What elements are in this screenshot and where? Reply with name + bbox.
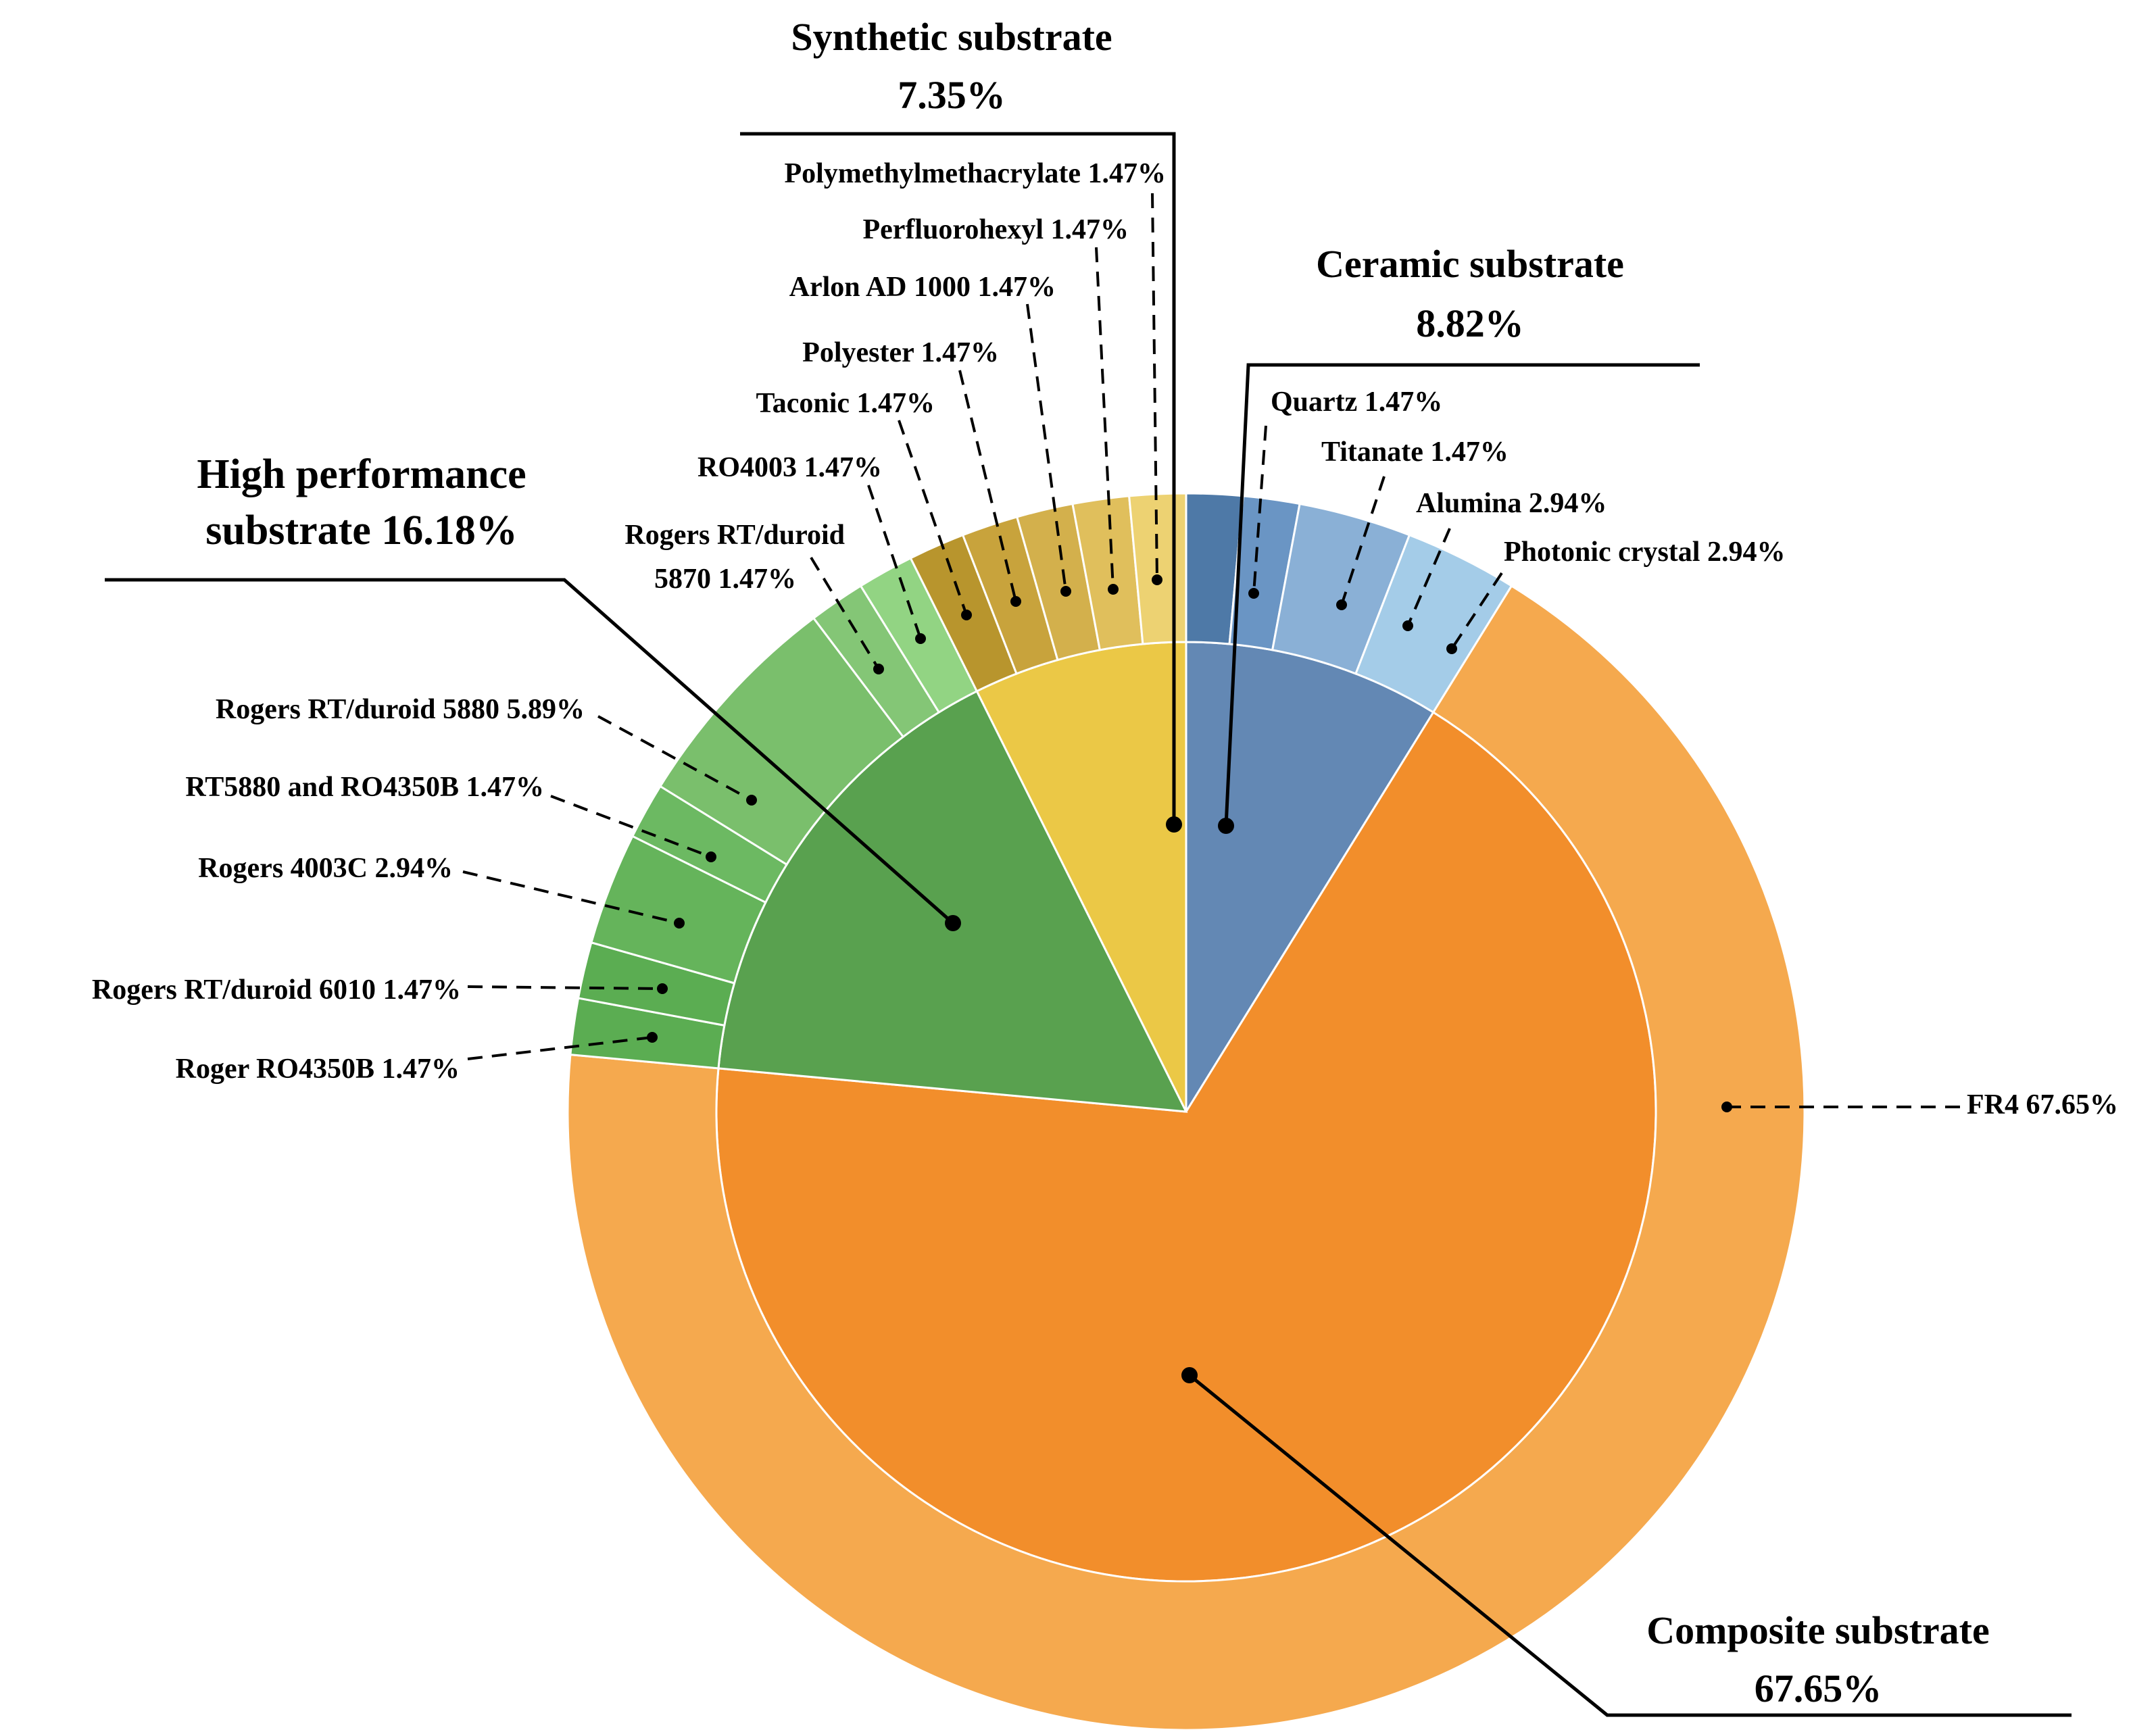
dot-fr4 [1721,1102,1732,1112]
dot-quartz [1248,588,1259,599]
dot-perfluorohexyl [1108,584,1119,595]
inner-ring [715,641,1657,1583]
leader-perfluorohexyl [1095,247,1114,590]
label-arlon: Arlon AD 1000 1.47% [789,272,1056,303]
label-synthetic: Synthetic substrate [791,15,1112,59]
dot-rt5880 [746,795,757,806]
label-high-performance-2: substrate 16.18% [205,508,518,553]
dot-photonic [1446,643,1457,654]
label-alumina: Alumina 2.94% [1416,488,1607,519]
leader-composite [1188,1374,2072,1717]
dot-polyester [1010,596,1021,607]
dot-composite [1181,1367,1198,1383]
dot-ro4350b [647,1032,658,1043]
leader-pmma [1151,193,1158,580]
leader-photonic [1450,572,1503,650]
leader-lines [105,132,2072,1717]
label-titanate: Titanate 1.47% [1321,437,1509,468]
dot-rt6010 [657,983,668,994]
label-rt6010: Rogers RT/duroid 6010 1.47% [92,974,461,1006]
label-ro4350b: Roger RO4350B 1.47% [176,1054,460,1085]
label-ceramic-value: 8.82% [1416,301,1524,345]
label-taconic: Taconic 1.47% [756,388,935,419]
labels: Synthetic substrate 7.35% Ceramic substr… [92,15,2118,1710]
dot-rogers4003c [674,918,685,929]
label-rt5880-ro4350b: RT5880 and RO4350B 1.47% [185,772,544,803]
leader-synthetic [740,132,1176,824]
dot-synthetic [1166,816,1182,833]
dot-ro4003 [915,633,926,644]
leader-ro4003 [867,485,922,639]
label-high-performance: High performance [197,451,526,497]
dot-taconic [961,610,972,620]
label-composite: Composite substrate [1646,1608,1989,1652]
label-synthetic-value: 7.35% [898,73,1006,117]
dot-high-performance [945,915,961,931]
dot-pmma [1152,574,1162,585]
label-ro4003: RO4003 1.47% [697,452,882,483]
leader-polyester [958,370,1017,602]
label-quartz: Quartz 1.47% [1271,387,1442,418]
label-perfluorohexyl: Perfluorohexyl 1.47% [862,214,1129,245]
dot-arlon [1060,586,1071,597]
leader-quartz [1252,425,1267,594]
dot-rt5880-ro4350b [706,851,716,862]
leader-high-performance [105,578,954,924]
leader-rt5880-ro4350b [550,795,712,858]
outer-wedge-fr4 [566,584,1806,1730]
dot-ceramic [1218,818,1234,834]
leader-rogers4003c [462,870,680,924]
leader-alumina [1406,528,1451,626]
leader-ceramic [1224,363,1700,826]
leader-rt5870 [810,556,880,670]
dot-rt5870 [873,664,884,674]
dot-alumina [1402,620,1413,631]
label-fr4: FR4 67.65% [1967,1089,2118,1120]
label-rogers4003c: Rogers 4003C 2.94% [198,853,453,884]
leader-rt5880 [597,715,752,801]
outer-ring [566,492,1806,1730]
leader-rt6010 [467,985,663,990]
label-photonic: Photonic crystal 2.94% [1504,537,1785,568]
dot-titanate [1336,599,1347,610]
label-rt5880: Rogers RT/duroid 5880 5.89% [216,694,585,725]
leader-taconic [898,420,968,616]
label-pmma: Polymethylmethacrylate 1.47% [784,158,1166,189]
label-ceramic: Ceramic substrate [1316,242,1624,286]
label-polyester: Polyester 1.47% [802,337,999,368]
label-rt5870-2: 5870 1.47% [654,564,796,595]
label-composite-value: 67.65% [1755,1666,1882,1710]
leader-ro4350b [467,1036,653,1060]
label-rt5870: Rogers RT/duroid [624,520,845,551]
